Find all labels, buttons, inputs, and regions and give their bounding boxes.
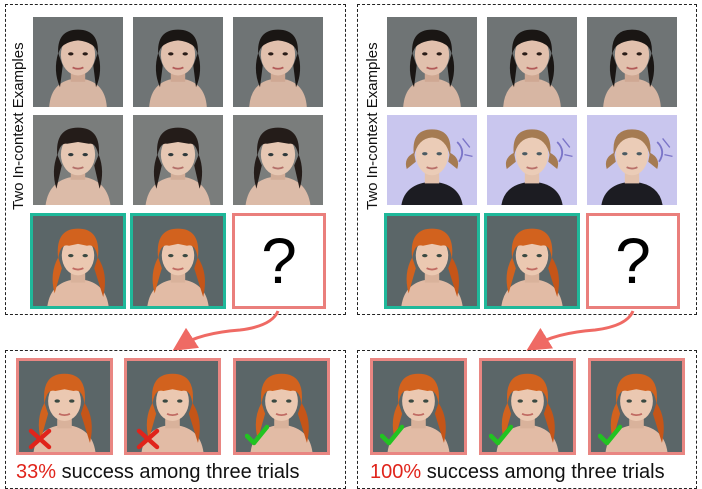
left-in-context-panel — [5, 4, 346, 315]
right-arrow — [526, 310, 635, 351]
right-success-percentage: 100% — [370, 461, 422, 483]
check-icon — [380, 424, 404, 446]
left-query-input-2 — [130, 213, 226, 309]
right-success-text: success among three trials — [421, 461, 665, 483]
right-success-caption: 100% success among three trials — [370, 461, 665, 484]
cross-icon — [136, 428, 160, 450]
left-result-1 — [16, 358, 113, 455]
right-query-input-2 — [484, 213, 580, 309]
left-result-3 — [233, 358, 330, 455]
left-success-text: success among three trials — [56, 461, 300, 483]
check-icon — [489, 424, 513, 446]
left-success-percentage: 33% — [16, 461, 57, 483]
cross-icon — [28, 428, 52, 450]
check-icon — [245, 424, 269, 446]
right-in-context-panel — [357, 4, 697, 315]
right-result-1 — [370, 358, 467, 455]
left-arrow — [172, 310, 280, 351]
right-result-2 — [479, 358, 576, 455]
right-query-placeholder: ? — [586, 213, 680, 309]
right-query-input-1 — [384, 213, 480, 309]
left-query-input-1 — [30, 213, 126, 309]
check-icon — [598, 424, 622, 446]
left-query-placeholder: ? — [232, 213, 326, 309]
left-result-2 — [124, 358, 221, 455]
left-success-caption: 33% success among three trials — [16, 461, 299, 484]
right-result-3 — [588, 358, 685, 455]
